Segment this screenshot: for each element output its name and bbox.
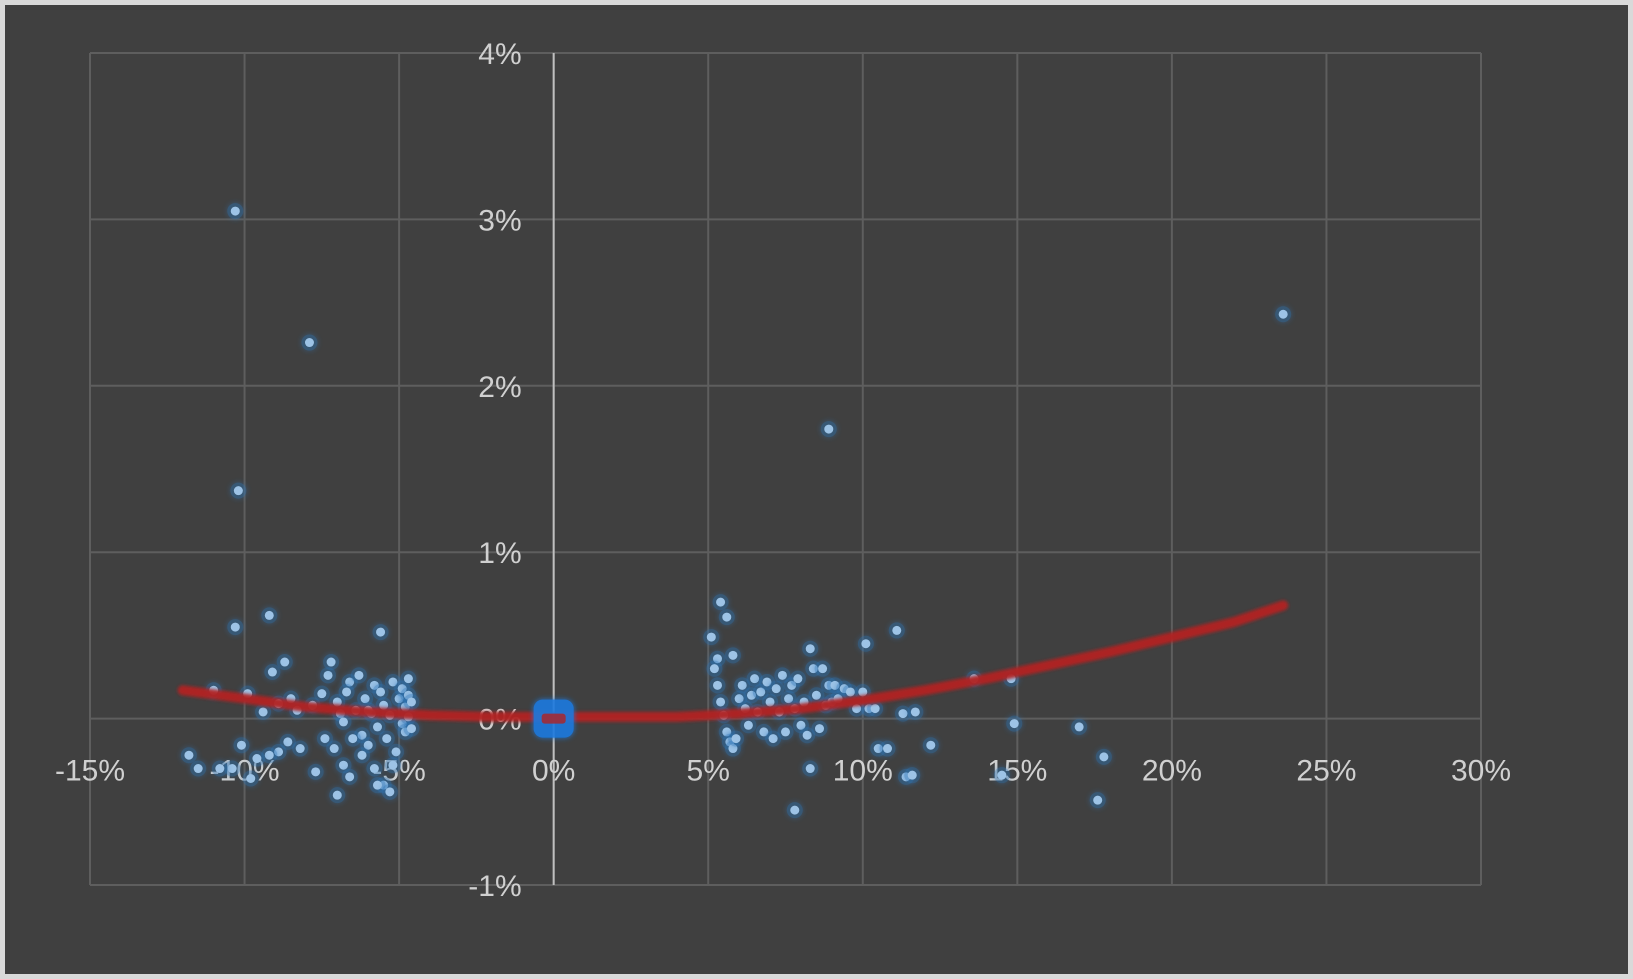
scatter-point: [802, 760, 819, 777]
x-tick-label: 0%: [532, 755, 575, 788]
scatter-point: [728, 730, 745, 747]
scatter-point: [842, 683, 859, 700]
scatter-point: [789, 670, 806, 687]
scatter-point: [366, 760, 383, 777]
scatter-point: [264, 664, 281, 681]
scatter-point: [329, 787, 346, 804]
x-tick-label: 5%: [687, 755, 730, 788]
scatter-point: [372, 624, 389, 641]
data-points: [180, 203, 1292, 819]
scatter-point: [765, 730, 782, 747]
scatter-point: [378, 730, 395, 747]
scatter-point: [292, 740, 309, 757]
scatter-point: [261, 607, 278, 624]
scatter-point: [712, 594, 729, 611]
scatter-point: [1089, 792, 1106, 809]
scatter-point: [740, 717, 757, 734]
x-tick-label: 25%: [1296, 755, 1356, 788]
scatter-point: [323, 654, 340, 671]
scatter-point: [211, 760, 228, 777]
scatter-chart: -15% -10% -5% 0% 5% 10% 15% 20% 25% 30% -1%0%1%2%…: [55, 38, 1511, 903]
scatter-point: [248, 750, 265, 767]
scatter-point: [276, 654, 293, 671]
trendline: [177, 600, 1289, 722]
chart-plot-area: -15% -10% -5% 0% 5% 10% 15% 20% 25% 30% -1% 0% 1% 2%…: [5, 5, 1628, 974]
scatter-point: [712, 693, 729, 710]
scatter-point: [993, 767, 1010, 784]
scatter-point: [335, 713, 352, 730]
scatter-point: [224, 760, 241, 777]
x-tick-label: -15%: [55, 755, 125, 788]
scatter-point: [261, 747, 278, 764]
gridlines: [89, 52, 1482, 886]
scatter-point: [867, 700, 884, 717]
x-tick-label: 20%: [1142, 755, 1202, 788]
scatter-point: [1006, 715, 1023, 732]
scatter-point: [814, 660, 831, 677]
scatter-point: [746, 670, 763, 687]
scatter-point: [799, 727, 816, 744]
x-tick-label: 30%: [1451, 755, 1511, 788]
scatter-point: [326, 740, 343, 757]
scatter-point: [857, 635, 874, 652]
scatter-point: [904, 767, 921, 784]
y-tick-label: 1%: [478, 537, 521, 570]
scatter-point: [350, 667, 367, 684]
scatter-point: [709, 677, 726, 694]
scatter-point: [1095, 748, 1112, 765]
scatter-point: [230, 482, 247, 499]
scatter-point: [894, 705, 911, 722]
origin-marker: [533, 699, 574, 738]
y-tick-label: 4%: [478, 38, 521, 71]
scatter-point: [724, 647, 741, 664]
scatter-point: [233, 737, 250, 754]
trendline-layer: [177, 600, 1289, 722]
scatter-point: [369, 718, 386, 735]
scatter-point: [242, 770, 259, 787]
scatter-point: [907, 703, 924, 720]
scatter-point: [388, 743, 405, 760]
scatter-point: [180, 747, 197, 764]
scatter-point: [255, 703, 272, 720]
scatter-point: [718, 609, 735, 626]
scatter-point: [768, 680, 785, 697]
scatter-point: [381, 783, 398, 800]
scatter-point: [1275, 306, 1292, 323]
scatter-point: [706, 660, 723, 677]
scatter-point: [372, 683, 389, 700]
scatter-point: [384, 757, 401, 774]
scatter-point: [354, 747, 371, 764]
scatter-point: [320, 667, 337, 684]
scatter-point: [403, 720, 420, 737]
y-axis-tick-labels: -1%0%1%2%3%4%: [468, 38, 521, 903]
scatter-point: [786, 802, 803, 819]
scatter-point: [1071, 718, 1088, 735]
scatter-point: [227, 619, 244, 636]
scatter-point: [307, 763, 324, 780]
scatter-point: [227, 203, 244, 220]
scatter-point: [703, 629, 720, 646]
scatter-point: [802, 640, 819, 657]
scatter-point: [190, 760, 207, 777]
y-tick-label: -1%: [468, 870, 521, 903]
scatter-point: [344, 730, 361, 747]
origin-marker-layer: [533, 699, 574, 738]
scatter-point: [341, 768, 358, 785]
y-tick-label: 2%: [478, 371, 521, 404]
scatter-point: [820, 421, 837, 438]
scatter-point: [879, 740, 896, 757]
scatter-point: [888, 622, 905, 639]
y-tick-label: 3%: [478, 204, 521, 237]
scatter-point: [777, 723, 794, 740]
scatter-point: [369, 777, 386, 794]
scatter-point: [403, 693, 420, 710]
x-tick-label: 10%: [833, 755, 893, 788]
scatter-point: [400, 670, 417, 687]
scatter-point: [301, 334, 318, 351]
scatter-point: [313, 685, 330, 702]
scatter-point: [922, 737, 939, 754]
scatter-point: [811, 720, 828, 737]
scatter-point: [338, 683, 355, 700]
